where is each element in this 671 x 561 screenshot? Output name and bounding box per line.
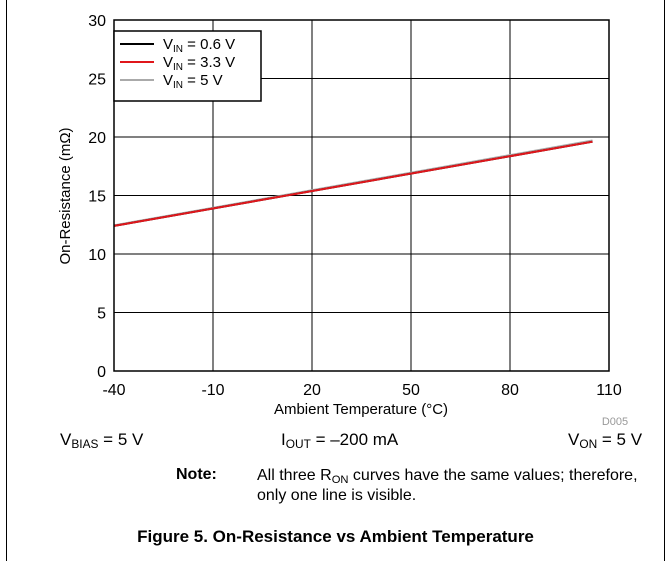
iout-value: = –200 mA [310, 430, 399, 449]
y-tick-label: 10 [88, 247, 106, 264]
y-tick-label: 30 [88, 13, 106, 30]
von-condition: VON = 5 V [568, 430, 642, 450]
von-value: = 5 V [597, 430, 643, 449]
von-subscript: ON [579, 437, 598, 451]
iout-symbol: I [281, 430, 286, 449]
y-tick-label: 25 [88, 72, 106, 89]
note-text-end: curves have the same values; therefore, … [257, 467, 638, 504]
y-tick-label: 15 [88, 189, 106, 206]
y-tick-label: 0 [97, 364, 106, 381]
legend-label: VIN = 5 V [163, 72, 223, 91]
y-axis-label: On-Resistance (mΩ) [57, 127, 74, 264]
figure-frame [6, 0, 665, 561]
x-tick-label: -40 [102, 382, 125, 399]
x-axis-label: Ambient Temperature (°C) [274, 401, 448, 418]
x-tick-labels: -40 -10 20 50 80 110 [102, 382, 621, 399]
x-tick-label: -10 [201, 382, 224, 399]
iout-subscript: OUT [285, 437, 311, 451]
vbias-symbol: V [60, 430, 72, 449]
legend-label: VIN = 0.6 V [163, 36, 235, 55]
vbias-subscript: BIAS [71, 437, 99, 451]
x-tick-label: 50 [402, 382, 420, 399]
figure-caption: Figure 5. On-Resistance vs Ambient Tempe… [137, 527, 534, 546]
iout-condition: IOUT = –200 mA [281, 430, 398, 450]
series-line [113, 140, 593, 227]
note-text-start: All three R [257, 467, 332, 484]
y-tick-labels: 0 5 10 15 20 25 30 [88, 13, 106, 381]
x-tick-label: 110 [596, 382, 622, 399]
legend-label: VIN = 3.3 V [163, 54, 235, 73]
legend-box [113, 30, 262, 102]
vbias-condition: VBIAS = 5 V [60, 430, 143, 450]
y-tick-label: 5 [97, 306, 106, 323]
plot-border [113, 19, 610, 372]
vbias-value: = 5 V [98, 430, 144, 449]
note-subscript: ON [331, 474, 349, 486]
note-label: Note: [176, 466, 217, 483]
figure-code: D005 [602, 416, 628, 425]
von-symbol: V [568, 430, 580, 449]
note-text: All three RON curves have the same value… [257, 466, 657, 506]
x-tick-label: 80 [501, 382, 519, 399]
y-tick-label: 20 [88, 130, 106, 147]
series-lines [113, 139, 593, 227]
on-resistance-chart: 0 5 10 15 20 25 30 -40 -10 20 50 80 110 VIN = 0.6 V… [57, 13, 628, 425]
x-tick-label: 20 [303, 382, 321, 399]
